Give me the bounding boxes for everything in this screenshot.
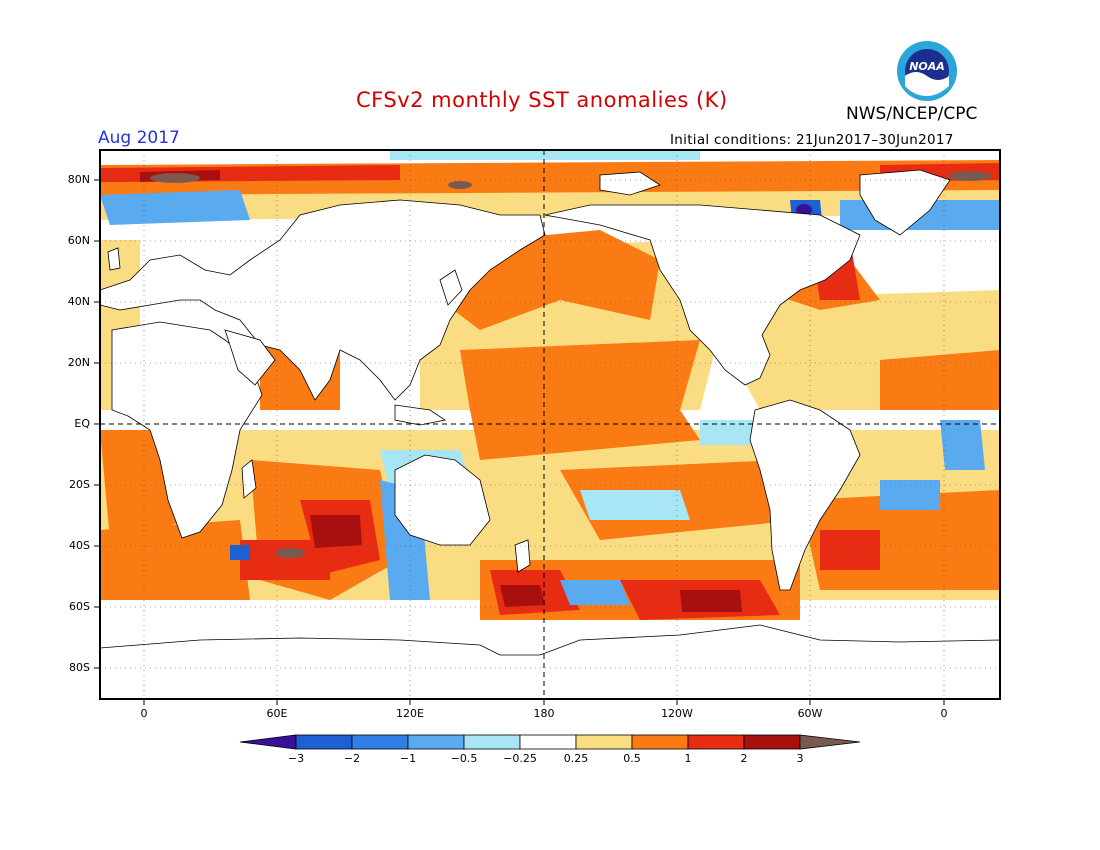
lat-label-80s: 80S xyxy=(69,661,90,674)
colorbar-tick-label: 3 xyxy=(796,752,804,765)
forecast-month: Aug 2017 xyxy=(98,128,180,148)
agency-label: NWS/NCEP/CPC xyxy=(846,104,978,124)
colorbar-segment xyxy=(407,734,465,750)
colorbar-segment xyxy=(575,734,633,750)
colorbar-tick-label: 1 xyxy=(684,752,692,765)
greenland-landmass xyxy=(859,169,951,236)
south-america-landmass xyxy=(749,399,861,591)
colorbar-segment xyxy=(463,734,521,750)
colorbar xyxy=(239,734,861,750)
eurasia-landmass xyxy=(100,199,546,401)
colorbar-tick-label: 0.5 xyxy=(623,752,641,765)
antarctica-landmass xyxy=(100,624,1000,699)
colorbar-tick-label: 2 xyxy=(740,752,748,765)
colorbar-tick-label: −0.5 xyxy=(450,752,478,765)
colorbar-segment xyxy=(295,734,353,750)
lon-label-60w: 60W xyxy=(797,707,823,720)
lat-label-80n: 80N xyxy=(67,173,90,186)
lat-label-20s: 20S xyxy=(69,478,90,491)
very-warm-regions xyxy=(140,170,742,612)
lat-label-40n: 40N xyxy=(67,295,90,308)
lon-label-120e: 120E xyxy=(396,707,424,720)
lon-label-0-east: 0 xyxy=(940,707,948,720)
axis-ticks xyxy=(94,179,945,705)
colorbar-tick-label: −3 xyxy=(287,752,305,765)
colorbar-tick-label: −0.25 xyxy=(503,752,537,765)
colorbar-tick-label: −2 xyxy=(343,752,361,765)
lat-label-eq: EQ xyxy=(74,417,90,430)
lat-label-20n: 20N xyxy=(67,356,90,369)
new-zealand-landmass xyxy=(514,539,531,573)
map-field xyxy=(100,150,1000,699)
uk-landmass xyxy=(107,247,121,271)
colorbar-segment xyxy=(743,734,801,750)
colorbar-segment xyxy=(631,734,689,750)
arctic-islands xyxy=(599,171,661,196)
colorbar-tick-label: 0.25 xyxy=(563,752,589,765)
noaa-logo-icon: NOAA xyxy=(897,41,957,101)
lon-label-120w: 120W xyxy=(661,707,693,720)
initial-conditions: Initial conditions: 21Jun2017–30Jun2017 xyxy=(670,132,954,148)
japan-landmass xyxy=(439,269,463,306)
svg-text:NOAA: NOAA xyxy=(909,60,945,73)
australia-landmass xyxy=(394,454,491,546)
equator-dateline xyxy=(100,150,1000,699)
lon-label-0: 0 xyxy=(140,707,148,720)
extreme-warm-regions xyxy=(150,171,992,558)
lat-label-60n: 60N xyxy=(67,234,90,247)
indonesia-islands xyxy=(394,404,447,426)
arabia-landmass xyxy=(224,329,276,386)
colorbar-segment xyxy=(687,734,745,750)
lat-label-40s: 40S xyxy=(69,539,90,552)
lon-label-60e: 60E xyxy=(266,707,288,720)
africa-landmass xyxy=(111,321,263,539)
continents xyxy=(100,169,1000,699)
colorbar-segment xyxy=(351,734,409,750)
north-america-landmass xyxy=(544,204,861,386)
map-title: CFSv2 monthly SST anomalies (K) xyxy=(356,88,728,112)
lat-label-60s: 60S xyxy=(69,600,90,613)
colorbar-max-arrow xyxy=(799,734,861,750)
colorbar-min-arrow xyxy=(239,734,297,750)
madagascar-landmass xyxy=(241,459,257,499)
lon-label-180: 180 xyxy=(533,707,555,720)
graticule xyxy=(100,150,1000,699)
colorbar-tick-label: −1 xyxy=(399,752,417,765)
colorbar-segment xyxy=(519,734,577,750)
